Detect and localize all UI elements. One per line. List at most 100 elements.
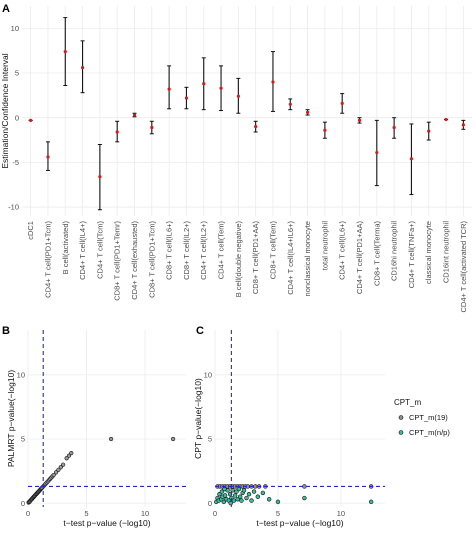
y-tick-label: 5 — [21, 435, 25, 444]
errorbar — [392, 117, 397, 139]
estimate-point — [340, 101, 344, 106]
x-tick-label: 5 — [84, 509, 88, 518]
scatter-point — [53, 470, 59, 475]
scatter-point — [222, 486, 227, 492]
x-tick-label: CD4+ T cell(TNFa+) — [407, 221, 416, 289]
errorbar — [340, 93, 345, 114]
scatter-point — [228, 500, 233, 506]
scatter-point — [255, 494, 261, 499]
panel-label-c: C — [196, 325, 204, 337]
errorbar — [115, 120, 120, 143]
scatter-point — [58, 465, 63, 470]
scatter-point — [51, 472, 56, 478]
scatter-point — [108, 436, 114, 442]
scatter-point — [302, 484, 307, 489]
x-tick-label: total neutrophil — [320, 221, 329, 271]
estimate-point — [254, 125, 258, 129]
x-tick-label: CD8+ T cell(Terma) — [372, 221, 381, 286]
scatter-point — [275, 499, 281, 505]
x-tick-label: CD8+ T cell(IL6+) — [165, 221, 174, 280]
x-tick-label: cDC1 — [26, 221, 35, 240]
estimate-point — [409, 157, 414, 161]
scatter-point — [302, 495, 307, 501]
x-tick-label: nonclassical monocyte — [303, 221, 312, 296]
y-axis-label: Estimation/Confidence Interval — [0, 53, 10, 168]
x-tick-label: CD4+ T cell(IL6+) — [338, 221, 347, 280]
scatter-point — [239, 498, 244, 503]
panel-label-a: A — [2, 3, 10, 15]
estimate-point — [219, 86, 223, 90]
errorbar — [426, 121, 431, 141]
estimate-point — [323, 128, 327, 132]
scatter-point — [171, 436, 176, 442]
errorbar — [409, 123, 414, 196]
y-tick-label: 0 — [15, 113, 19, 122]
x-tick-label: CD4+ T cell(exhausted) — [130, 221, 139, 300]
errorbar — [236, 77, 241, 114]
estimate-point — [357, 118, 362, 122]
x-tick-label: CD4+ T cell(Tem) — [217, 220, 226, 279]
estimate-point — [29, 118, 33, 122]
estimate-point — [98, 175, 102, 179]
scatter-point — [237, 494, 243, 499]
errorbar — [444, 117, 449, 122]
errorbar — [219, 65, 224, 112]
estimate-point — [63, 49, 67, 54]
errorbar — [97, 144, 102, 211]
y-axis-label: PALMRT p−value(−log10) — [6, 370, 16, 468]
x-tick-label: 10 — [337, 509, 345, 518]
y-tick-label: -5 — [12, 158, 19, 167]
errorbar — [28, 118, 33, 122]
scatter-point — [234, 489, 239, 494]
scatter-point — [249, 498, 254, 503]
x-tick-label: CD4+ T cell(IL2+) — [199, 221, 208, 280]
estimate-point — [427, 129, 431, 133]
scatter-point — [244, 495, 249, 501]
scatter-point — [368, 499, 374, 505]
x-tick-label: CD4+ T cell(IL4+IL6+) — [286, 221, 295, 295]
x-axis-label: t−test p−value (−log10) — [256, 518, 343, 528]
estimate-point — [288, 102, 292, 106]
scatter-point — [232, 493, 238, 498]
x-tick-label: CD4+ T cell(PD1+Tcm) — [43, 220, 52, 297]
estimate-point — [305, 110, 310, 114]
x-tick-label: 0 — [26, 509, 30, 518]
x-tick-label: 0 — [213, 509, 217, 518]
errorbar — [253, 120, 258, 133]
scatter-point — [61, 462, 66, 467]
errorbar — [132, 112, 137, 118]
estimate-point — [392, 125, 396, 130]
estimate-point — [167, 87, 171, 91]
scatter-point — [251, 489, 257, 494]
errorbar — [270, 51, 275, 112]
y-axis-label: CPT p−value(−log10) — [193, 378, 203, 459]
x-tick-label: B cell(activated) — [61, 221, 70, 275]
scatter-point — [246, 491, 252, 497]
x-tick-label: CD8+ T cell(PD1+Tcm) — [147, 220, 156, 297]
y-tick-label: 10 — [204, 370, 212, 379]
x-tick-label: CD4+ T cell(PD1+AA) — [355, 221, 364, 295]
errorbar — [149, 120, 154, 135]
errorbar — [167, 65, 172, 110]
estimate-point — [115, 130, 119, 134]
x-tick-label: CD4+ T cell(activated TCR) — [459, 221, 468, 313]
y-tick-label: 10 — [17, 370, 25, 379]
estimate-point — [444, 117, 448, 122]
estimate-point — [132, 113, 137, 117]
errorbar — [80, 40, 85, 94]
estimate-point — [46, 155, 50, 159]
y-tick-label: 0 — [208, 499, 212, 508]
y-tick-label: 0 — [21, 499, 25, 508]
estimate-point — [184, 96, 189, 100]
x-tick-label: classical monocyte — [424, 221, 433, 284]
errorbar — [357, 117, 362, 124]
estimate-point — [271, 80, 275, 84]
estimate-point — [202, 82, 206, 86]
legend-swatch — [398, 430, 404, 435]
estimate-point — [461, 123, 465, 127]
x-axis-label: t−test p−value (−log10) — [63, 518, 150, 528]
legend-label: CPT_m(n/p) — [409, 428, 450, 437]
estimate-point — [80, 66, 85, 70]
y-tick-label: 5 — [208, 435, 212, 444]
